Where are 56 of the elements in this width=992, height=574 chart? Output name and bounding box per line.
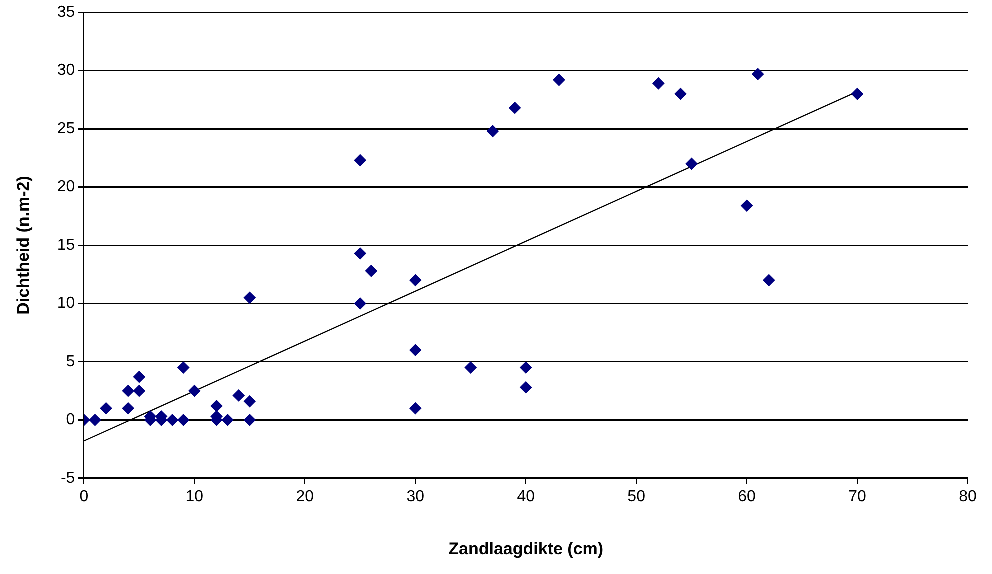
point [354,248,366,260]
point [752,68,764,80]
point [486,125,499,138]
y-tick-label: 5 [66,353,76,370]
point [553,74,566,86]
point [509,102,522,114]
point [232,390,245,402]
x-tick-label: 60 [738,488,756,506]
point [178,362,190,374]
point [178,414,190,426]
point [222,414,234,426]
point [686,158,698,170]
x-tick-label: 70 [848,488,867,506]
point [166,414,179,426]
point [410,344,422,356]
y-tick-label: 20 [57,178,76,196]
x-tick-label: 10 [186,488,204,506]
point [89,414,102,426]
y-tick-label: 10 [57,295,76,312]
point [244,292,256,304]
y-tick-label: 35 [57,4,76,22]
point [210,400,223,412]
point [133,371,146,384]
point [464,362,477,374]
point [852,88,864,100]
point [652,78,665,90]
x-axis-title: Zandlaagdikte (cm) [448,539,604,558]
point [410,402,422,415]
x-tick-label: 20 [296,488,314,506]
y-axis-title: Dichtheid (n.m-2) [14,176,33,315]
point [100,402,112,415]
x-tick-label: 40 [517,488,536,506]
point [741,200,754,212]
point [520,382,532,394]
x-tick-label: 30 [406,488,425,506]
point [520,362,532,374]
point [133,385,146,398]
x-tick-label: 50 [628,488,646,506]
point [244,396,256,408]
x-tick-label: 80 [959,488,977,506]
y-tick-label: 25 [57,120,76,138]
point [354,154,366,166]
point [365,265,378,278]
point [674,88,687,100]
point [122,402,134,415]
y-tick-label: 0 [66,412,76,429]
x-tick-label: 0 [80,488,89,506]
point [188,385,201,398]
y-tick-label: 15 [57,236,76,254]
y-tick-label: -5 [60,470,76,487]
point [410,274,422,286]
point [122,385,134,398]
y-tick-label: 30 [57,62,76,80]
point [763,274,776,286]
point [244,414,256,426]
point [354,298,366,310]
